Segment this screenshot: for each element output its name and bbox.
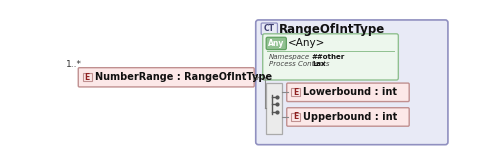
FancyBboxPatch shape <box>262 34 398 80</box>
Text: Process Contents: Process Contents <box>268 61 329 67</box>
FancyBboxPatch shape <box>287 108 409 126</box>
Text: CT: CT <box>264 24 275 33</box>
Text: Namespace: Namespace <box>268 53 310 59</box>
Text: 1..*: 1..* <box>65 60 81 69</box>
Text: Lowerbound : int: Lowerbound : int <box>303 87 397 97</box>
Text: <Any>: <Any> <box>288 38 325 48</box>
FancyBboxPatch shape <box>287 83 409 102</box>
FancyBboxPatch shape <box>255 20 448 145</box>
Bar <box>291 89 300 96</box>
Bar <box>266 83 282 133</box>
Text: ##other: ##other <box>312 53 345 59</box>
Bar <box>291 113 300 121</box>
Text: NumberRange : RangeOfIntType: NumberRange : RangeOfIntType <box>95 72 272 82</box>
Text: Any: Any <box>268 39 284 48</box>
FancyBboxPatch shape <box>78 68 254 87</box>
Text: RangeOfIntType: RangeOfIntType <box>279 23 386 36</box>
FancyBboxPatch shape <box>266 37 286 50</box>
Bar <box>82 74 92 81</box>
FancyBboxPatch shape <box>261 23 277 35</box>
Text: E: E <box>293 112 298 121</box>
Bar <box>253 75 257 79</box>
Text: Upperbound : int: Upperbound : int <box>303 112 398 122</box>
Text: Lax: Lax <box>312 61 325 67</box>
Text: E: E <box>84 73 90 82</box>
Text: E: E <box>293 88 298 97</box>
